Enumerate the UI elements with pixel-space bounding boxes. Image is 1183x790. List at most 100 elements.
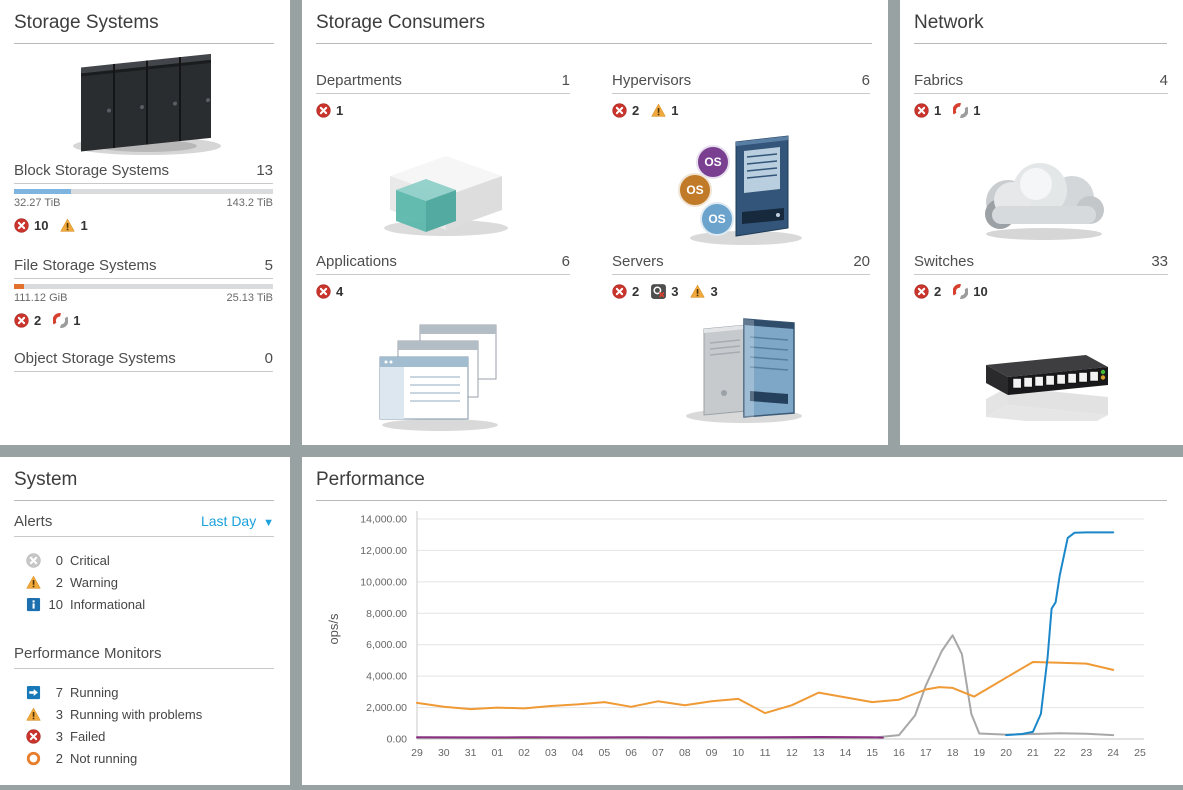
svg-text:06: 06 [625,747,637,759]
warning-status[interactable]: 1 [651,103,678,118]
svg-text:19: 19 [973,747,985,759]
alerts-heading[interactable]: Alerts [14,513,52,530]
fabrics-link[interactable]: Fabrics 4 [914,72,1168,94]
svg-text:20: 20 [1000,747,1012,759]
svg-text:16: 16 [893,747,905,759]
applications-illustration [316,321,570,433]
file-capacity-bar [14,284,273,289]
error-status[interactable]: 2 [612,284,639,299]
unreachable-status[interactable]: 1 [53,313,80,328]
y-axis-labels: 0.002,000.004,000.006,000.008,000.0010,0… [360,514,407,746]
switches-link[interactable]: Switches 33 [914,253,1168,275]
error-status[interactable]: 2 [914,284,941,299]
error-icon [316,103,331,118]
unreachable-status[interactable]: 1 [953,103,980,118]
object-storage-row: Object Storage Systems 0 [14,350,273,372]
svg-text:03: 03 [545,747,557,759]
error-status[interactable]: 2 [14,313,41,328]
performance-chart[interactable]: 0.002,000.004,000.006,000.008,000.0010,0… [302,507,1183,785]
departments-link[interactable]: Departments 1 [316,72,570,94]
unreachable-icon [53,313,68,328]
warning-icon [60,218,75,233]
error-status[interactable]: 2 [612,103,639,118]
svg-text:10,000.00: 10,000.00 [360,576,407,588]
warning-icon [690,284,705,299]
probe-fail-status[interactable]: 3 [651,284,678,299]
warning-icon [651,103,666,118]
monitors-header: Performance Monitors [14,645,274,669]
svg-text:13: 13 [813,747,825,759]
error-status[interactable]: 1 [914,103,941,118]
object-storage-link[interactable]: Object Storage Systems 0 [14,350,273,372]
item-count: 7 [46,685,63,700]
hypervisors-label: Hypervisors [612,72,691,89]
svg-text:12,000.00: 12,000.00 [360,545,407,557]
item-count: 10 [46,597,63,612]
block-storage-row: Block Storage Systems 13 32.27 TiB 143.2… [14,162,273,233]
servers-image [666,305,816,425]
svg-text:04: 04 [572,747,584,759]
svg-text:22: 22 [1054,747,1066,759]
status-count: 1 [973,103,980,118]
info-icon [26,597,43,612]
item-label: Failed [70,729,105,744]
hypervisors-link[interactable]: Hypervisors 6 [612,72,870,94]
departments-label: Departments [316,72,402,89]
applications-count: 6 [562,253,570,270]
status-count: 1 [934,103,941,118]
status-count: 1 [73,313,80,328]
file-storage-link[interactable]: File Storage Systems 5 [14,257,273,279]
svg-text:11: 11 [760,747,771,759]
error-icon [14,313,29,328]
storage-racks-illustration [0,40,290,158]
block-capacity-fill [14,189,71,194]
item-label: Not running [70,751,137,766]
error-status[interactable]: 4 [316,284,343,299]
chart-series-purple [417,737,883,738]
monitors-heading[interactable]: Performance Monitors [14,645,162,662]
block-capacity-used: 32.27 TiB [14,197,60,209]
item-label: Running with problems [70,707,202,722]
warning-status[interactable]: 3 [690,284,717,299]
block-storage-link[interactable]: Block Storage Systems 13 [14,162,273,184]
unreachable-status[interactable]: 10 [953,284,987,299]
status-count: 1 [80,218,87,233]
applications-link[interactable]: Applications 6 [316,253,570,275]
file-storage-count: 5 [265,257,273,274]
applications-image [368,321,518,433]
error-status[interactable]: 10 [14,218,48,233]
svg-text:14,000.00: 14,000.00 [360,514,407,526]
item-label: Critical [70,553,110,568]
chart-gridlines [417,511,1144,739]
svg-text:0.00: 0.00 [387,734,408,746]
departments-illustration [316,140,570,240]
departments-count: 1 [562,72,570,89]
warning-status[interactable]: 1 [60,218,87,233]
status-count: 2 [632,103,639,118]
svg-text:09: 09 [706,747,718,759]
alerts-period-dropdown[interactable]: Last Day ▼ [201,513,274,529]
error-status[interactable]: 1 [316,103,343,118]
switches-cell: Switches 33 2 10 [914,253,1168,421]
applications-label: Applications [316,253,397,270]
servers-link[interactable]: Servers 20 [612,253,870,275]
servers-count: 20 [853,253,870,270]
fabrics-label: Fabrics [914,72,963,89]
svg-text:01: 01 [491,747,503,759]
